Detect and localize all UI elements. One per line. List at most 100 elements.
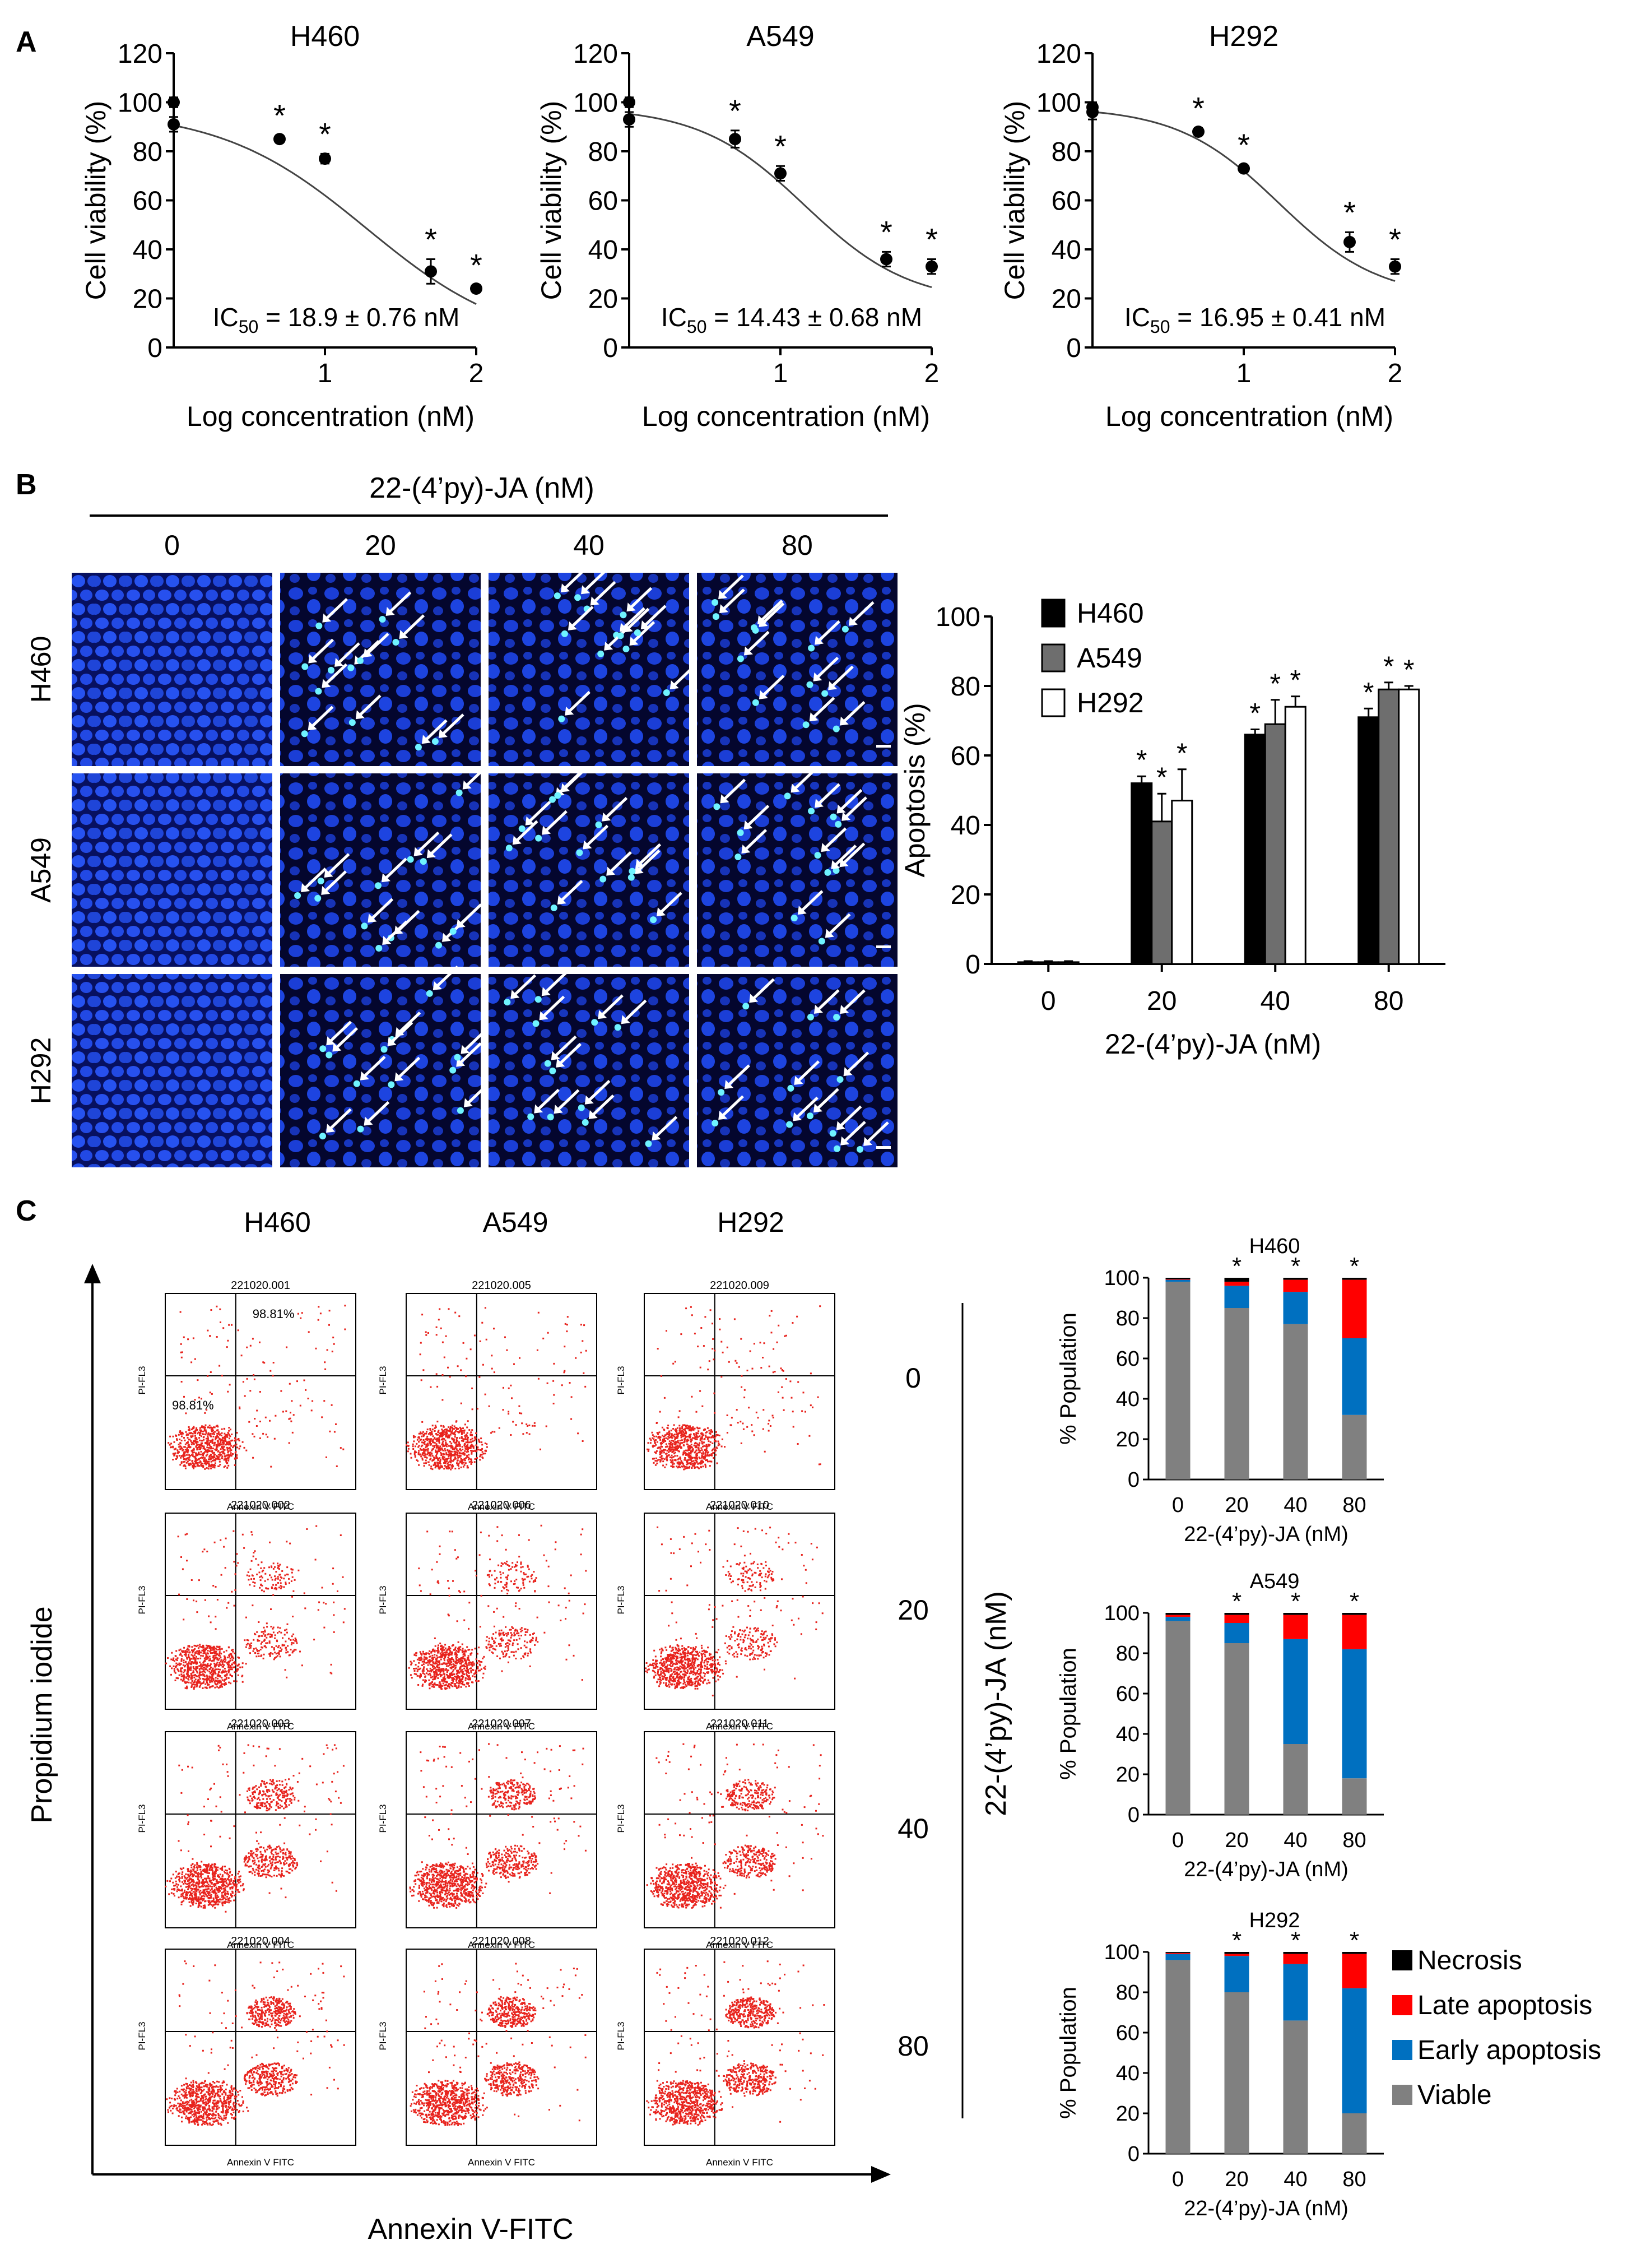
arrow-icon xyxy=(400,614,425,638)
arrow-icon xyxy=(369,898,394,922)
legend-swatch xyxy=(1041,688,1066,717)
stack-late-apoptosis xyxy=(1165,1615,1191,1617)
condensed-chromatin-spot xyxy=(361,922,368,930)
x-axis-label: 22-(4’py)-JA (nM) xyxy=(1184,1858,1349,1881)
significance-star: * xyxy=(1156,762,1167,793)
chart-title: H460 xyxy=(1249,1235,1300,1258)
micrograph xyxy=(72,573,272,766)
condensed-chromatin-spot xyxy=(645,1140,652,1147)
stack-necrosis xyxy=(1283,1952,1308,1954)
ic50-value: = 18.9 ± 0.76 nM xyxy=(258,303,459,332)
stack-necrosis xyxy=(1224,1952,1249,1954)
arrow-icon xyxy=(586,1079,611,1103)
arrowhead-icon xyxy=(793,1112,802,1121)
panel-label-c: C xyxy=(16,1195,37,1227)
stack-necrosis xyxy=(1283,1278,1308,1280)
plot-x-label: Annexin V FITC xyxy=(468,2157,535,2168)
x-tick-label: 20 xyxy=(1147,986,1177,1016)
arrow-icon xyxy=(327,1108,352,1132)
condensed-chromatin-spot xyxy=(582,1119,589,1126)
x-tick-label: 80 xyxy=(1342,1494,1366,1517)
condensed-chromatin-spot xyxy=(301,663,309,670)
plot-y-label: PI-FL3 xyxy=(616,1366,626,1394)
axis-arrow-icon xyxy=(84,1264,101,1283)
arrow-icon xyxy=(543,971,568,995)
arrow-icon xyxy=(816,620,840,644)
condensed-chromatin-spot xyxy=(454,1054,461,1061)
y-tick-label: 20 xyxy=(133,285,162,314)
arrowhead-icon xyxy=(512,836,522,845)
arrowhead-icon xyxy=(583,840,592,850)
arrowhead-icon xyxy=(565,706,574,716)
arrow-icon xyxy=(423,719,448,743)
arrowhead-icon xyxy=(510,990,520,999)
chart-title: A549 xyxy=(1250,1570,1300,1593)
condensed-chromatin-spot xyxy=(457,1107,464,1114)
x-tick-label: 1 xyxy=(318,359,333,388)
hoechst-image xyxy=(489,767,689,967)
arrowhead-icon xyxy=(759,690,768,699)
bar-h460 xyxy=(1357,716,1380,965)
arrow-icon xyxy=(658,892,682,915)
plot-id: 221020.012 xyxy=(710,1935,769,1947)
arrow-icon xyxy=(760,674,785,698)
arrow-icon xyxy=(841,1120,866,1144)
ic50-value: = 14.43 ± 0.68 nM xyxy=(707,303,923,332)
arrowhead-icon xyxy=(355,710,365,720)
hoechst-image xyxy=(489,568,696,766)
x-tick-label: 40 xyxy=(1261,986,1290,1016)
arrow-icon xyxy=(719,1095,744,1119)
condensed-chromatin-spot xyxy=(712,599,719,606)
y-tick-label: 40 xyxy=(133,235,162,265)
plot-x-label: Annexin V FITC xyxy=(468,1721,535,1732)
plot-id: 221020.004 xyxy=(231,1935,290,1947)
arrow-icon xyxy=(850,601,875,625)
y-tick-label: 120 xyxy=(573,39,618,69)
y-tick-label: 60 xyxy=(951,741,980,771)
condensed-chromatin-spot xyxy=(829,1130,836,1137)
condensed-chromatin-spot xyxy=(558,715,565,722)
x-tick-label: 40 xyxy=(1284,2168,1307,2191)
arrow-icon xyxy=(792,768,817,792)
cell-events xyxy=(406,1307,587,1471)
y-tick-label: 0 xyxy=(1128,1803,1140,1827)
dose-header: 0 xyxy=(164,530,180,561)
condensed-chromatin-spot xyxy=(824,869,831,876)
condensed-chromatin-spot xyxy=(347,664,355,671)
flow-dot-plot: 221020.012 PI-FL3 Annexin V FITC xyxy=(616,1935,835,2168)
arrow-icon xyxy=(562,767,587,791)
arrowhead-icon xyxy=(363,648,373,657)
arrow-icon xyxy=(750,978,775,1002)
arrowhead-icon xyxy=(322,679,331,688)
arrowhead-icon xyxy=(629,636,639,646)
arrow-icon xyxy=(832,845,857,868)
plot-frame xyxy=(644,1513,835,1710)
plot-x-label: Annexin V FITC xyxy=(706,1501,773,1512)
ic50-annotation: IC50 = 16.95 ± 0.41 nM xyxy=(1124,303,1385,337)
y-tick-label: 80 xyxy=(1116,1307,1140,1330)
stack-viable xyxy=(1342,2113,1367,2154)
significance-star: * xyxy=(1250,698,1261,729)
condensed-chromatin-spot xyxy=(380,1046,388,1053)
plot-id: 221020.006 xyxy=(472,1499,531,1511)
plot-id: 221020.007 xyxy=(472,1718,531,1730)
arrowhead-icon xyxy=(399,630,408,639)
condensed-chromatin-spot xyxy=(599,875,607,883)
arrowhead-icon xyxy=(821,843,830,852)
plot-id: 221020.002 xyxy=(231,1499,290,1511)
arrow-icon xyxy=(361,1055,386,1079)
arrow-icon xyxy=(543,810,568,834)
significance-star: * xyxy=(1291,1927,1300,1954)
arrow-icon xyxy=(822,827,847,851)
arrow-icon xyxy=(745,805,770,828)
condensed-chromatin-spot xyxy=(356,657,364,664)
condensed-chromatin-spot xyxy=(319,1133,326,1140)
y-axis-label: Cell viability (%) xyxy=(999,101,1030,300)
stack-necrosis xyxy=(1342,1613,1367,1615)
stack-viable xyxy=(1342,1414,1367,1479)
condensed-chromatin-spot xyxy=(806,681,813,688)
condensed-chromatin-spot xyxy=(379,616,386,623)
condensed-chromatin-spot xyxy=(620,611,627,619)
condensed-chromatin-spot xyxy=(549,796,556,803)
arrow-icon xyxy=(440,713,464,737)
